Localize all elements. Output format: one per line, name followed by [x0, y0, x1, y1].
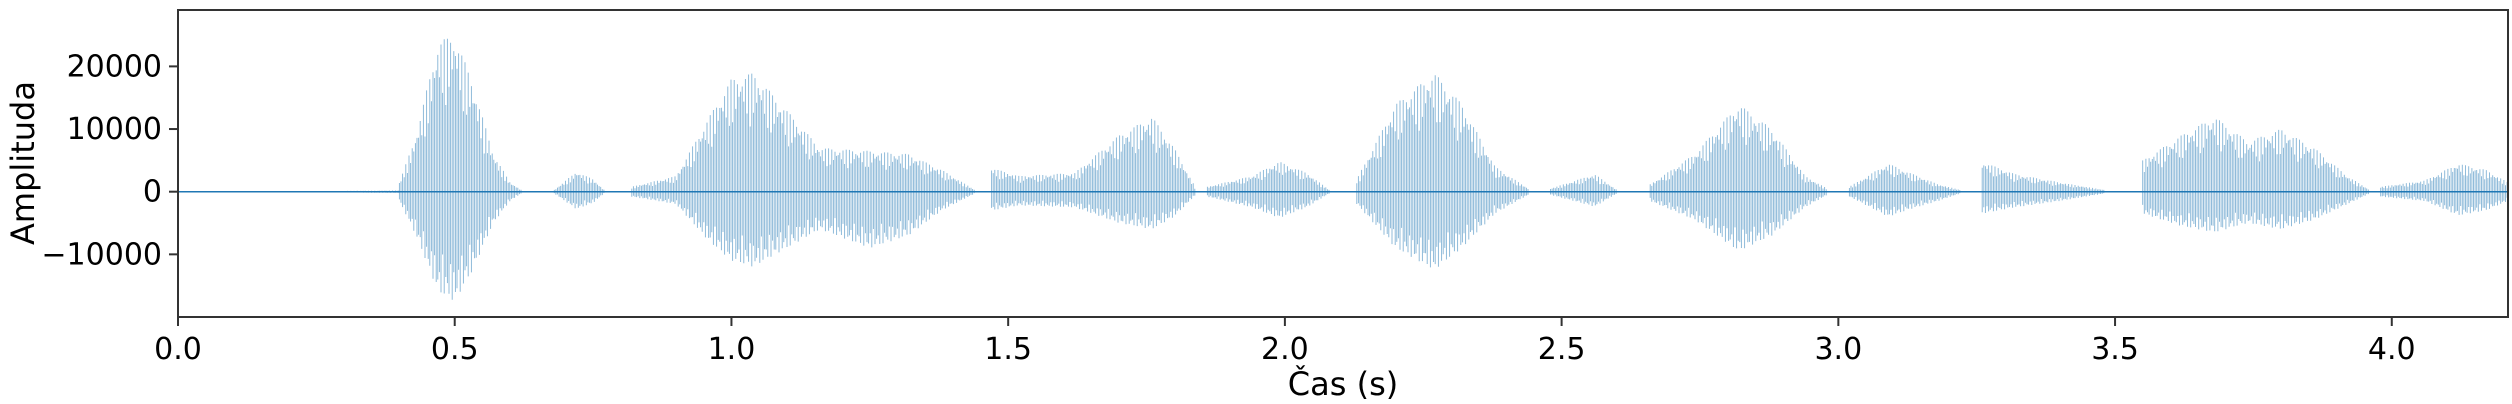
y-axis: −10000 0 10000 20000 — [41, 49, 178, 272]
x-tick-label: 0.5 — [431, 332, 479, 367]
x-tick-label: 2.0 — [1261, 332, 1309, 367]
y-tick-label: 10000 — [67, 112, 162, 147]
x-tick-label: 2.5 — [1538, 332, 1586, 367]
x-tick-label: 3.0 — [1814, 332, 1862, 367]
x-axis-label: Čas (s) — [1288, 364, 1398, 403]
x-tick-label: 0.0 — [154, 332, 202, 367]
plot-frame — [177, 9, 2509, 318]
x-tick-label: 1.0 — [708, 332, 756, 367]
x-axis: 0.0 0.5 1.0 1.5 2.0 2.5 3.0 3.5 4.0 — [154, 317, 2416, 367]
waveform-segment — [2142, 119, 2369, 232]
y-axis-label: Amplituda — [4, 81, 42, 245]
plot-background — [178, 10, 2508, 317]
y-tick-label: 20000 — [67, 49, 162, 84]
y-tick-label: 0 — [143, 175, 162, 210]
x-tick-label: 3.5 — [2091, 332, 2139, 367]
waveform-segment — [991, 118, 1196, 229]
x-tick-label: 1.5 — [984, 332, 1032, 367]
x-tick-label: 4.0 — [2368, 332, 2416, 367]
y-tick-label: −10000 — [41, 237, 162, 272]
